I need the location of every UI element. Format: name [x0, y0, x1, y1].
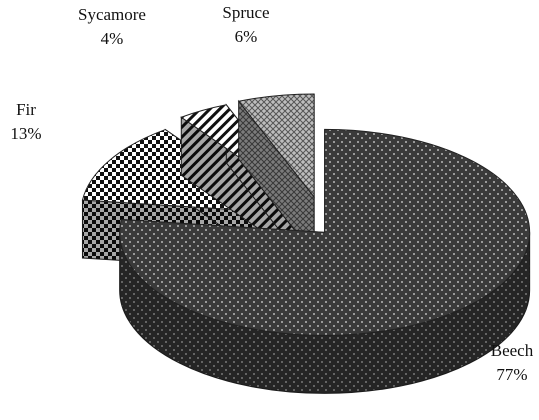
slice-label-value: 77%	[496, 365, 527, 384]
slice-label-value: 4%	[101, 29, 124, 48]
slice-label-name: Sycamore	[78, 5, 146, 24]
slice-shade	[119, 232, 530, 394]
slice-shade	[238, 101, 315, 255]
pie	[81, 93, 531, 394]
slice-label-value: 13%	[10, 124, 41, 143]
slice	[119, 128, 531, 394]
slice-label-name: Fir	[16, 100, 36, 119]
slice-shade	[181, 117, 302, 259]
labels: Fir 13% Sycamore 4% Spruce 6% Beech 77%	[10, 3, 533, 384]
slice-label-name: Spruce	[222, 3, 269, 22]
slice	[237, 93, 315, 257]
slice-label-name: Beech	[491, 341, 534, 360]
slice-top	[119, 128, 531, 336]
slice-top	[237, 93, 315, 199]
slice-label-value: 6%	[235, 27, 258, 46]
